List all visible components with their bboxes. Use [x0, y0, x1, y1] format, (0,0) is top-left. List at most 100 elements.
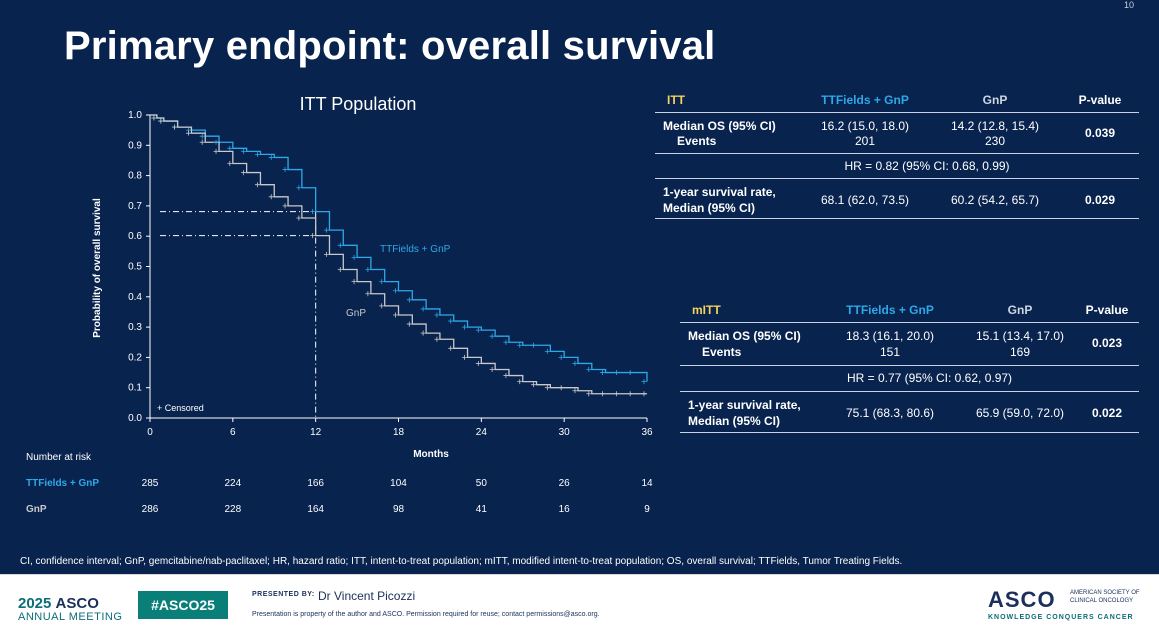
censor-mark: [185, 130, 191, 136]
censor-mark: [351, 254, 357, 260]
y-tick-label: 0.8: [128, 171, 142, 182]
censor-mark: [310, 209, 316, 215]
censor-mark: [462, 324, 468, 330]
censor-mark: [282, 167, 288, 173]
censor-mark: [296, 215, 302, 221]
x-tick-label: 30: [559, 427, 571, 438]
censor-mark: [254, 182, 260, 188]
censored-legend: + Censored: [157, 403, 204, 413]
censor-mark: [296, 185, 302, 191]
risk-value: 26: [559, 478, 571, 489]
meeting-year: 2025: [18, 595, 52, 612]
censor-mark: [213, 148, 219, 154]
censor-mark: [600, 370, 606, 376]
censor-mark: [420, 330, 426, 336]
itt-row1-pvalue: 0.039: [1084, 126, 1116, 140]
mitt-row1-gnp-events: 169: [1009, 345, 1031, 359]
risk-value: 41: [476, 504, 488, 515]
mitt-row1-label2: Events: [702, 345, 742, 359]
mitt-divider: [680, 322, 1139, 323]
itt-divider: [655, 153, 1139, 154]
mitt-row1-gnp-os: 15.1 (13.4, 17.0): [975, 329, 1065, 343]
censor-mark: [254, 151, 260, 157]
censor-mark: [227, 145, 233, 151]
censor-mark: [434, 336, 440, 342]
risk-value: 9: [644, 504, 650, 515]
y-tick-label: 1.0: [128, 110, 142, 121]
y-tick-label: 0.0: [128, 413, 142, 424]
risk-value: 286: [142, 504, 159, 515]
censor-mark: [613, 391, 619, 397]
y-tick-label: 0.1: [128, 383, 142, 394]
censor-mark: [517, 379, 523, 385]
meeting-asco: ASCO: [55, 595, 99, 612]
censor-mark: [351, 279, 357, 285]
censor-mark: [379, 303, 385, 309]
itt-divider: [655, 112, 1139, 113]
itt-row1-gnp-events: 230: [984, 134, 1006, 148]
hashtag-badge: #ASCO25: [138, 591, 228, 619]
risk-value: 98: [393, 504, 405, 515]
censor-mark: [572, 360, 578, 366]
meeting-year-logo: 2025 ASCO: [18, 595, 99, 612]
censor-mark: [572, 388, 578, 394]
censor-mark: [544, 348, 550, 354]
footnote: CI, confidence interval; GnP, gemcitabin…: [20, 556, 903, 567]
y-axis-label: Probability of overall survival: [92, 198, 103, 338]
censor-mark: [158, 118, 164, 124]
censor-mark: [475, 327, 481, 333]
y-tick-label: 0.3: [128, 322, 142, 333]
risk-value: 166: [307, 478, 324, 489]
y-tick-label: 0.6: [128, 231, 142, 242]
censor-mark: [393, 288, 398, 294]
censor-mark: [365, 267, 371, 273]
mitt-divider: [680, 432, 1139, 433]
mitt-row1-pvalue: 0.023: [1091, 336, 1123, 350]
itt-row1-label2: Events: [677, 134, 717, 148]
mitt-row1-label1: Median OS (95% CI): [688, 329, 801, 343]
itt-divider: [655, 218, 1139, 219]
presenter-name: Dr Vincent Picozzi: [318, 589, 416, 603]
risk-value: 228: [224, 504, 241, 515]
mitt-row3-gnp: 65.9 (59.0, 72.0): [975, 406, 1065, 420]
chart-title: ITT Population: [300, 94, 417, 114]
censor-mark: [379, 279, 385, 285]
series-label-ttfields: TTFields + GnP: [380, 244, 451, 255]
itt-header-pvalue: P-value: [1078, 93, 1122, 107]
censor-mark: [172, 124, 178, 130]
risk-value: 16: [559, 504, 571, 515]
censor-mark: [268, 154, 274, 160]
slide-number: 10: [1124, 0, 1135, 10]
risk-row-label-gnp: GnP: [26, 504, 47, 515]
censor-mark: [337, 267, 343, 273]
censor-mark: [434, 312, 440, 318]
asco-tagline: KNOWLEDGE CONQUERS CANCER: [988, 614, 1134, 621]
y-tick-label: 0.5: [128, 262, 142, 273]
censor-mark: [448, 345, 454, 351]
itt-row1-gnp-os: 14.2 (12.8, 15.4): [950, 119, 1040, 133]
mitt-divider: [680, 391, 1139, 392]
itt-row3-gnp: 60.2 (54.2, 65.7): [950, 193, 1040, 207]
censor-mark: [420, 306, 426, 312]
mitt-row3-pvalue: 0.022: [1091, 406, 1123, 420]
censor-mark: [531, 382, 537, 388]
risk-table-title: Number at risk: [26, 452, 92, 463]
risk-value: 14: [641, 478, 653, 489]
censor-mark: [544, 385, 550, 391]
risk-value: 164: [307, 504, 324, 515]
censor-mark: [323, 227, 329, 233]
censor-mark: [627, 391, 633, 397]
censor-mark: [517, 342, 523, 348]
censor-mark: [600, 391, 606, 397]
slide: 10 Primary endpoint: overall survival IT…: [0, 0, 1159, 574]
censor-mark: [365, 291, 371, 297]
censor-mark: [613, 370, 619, 376]
society-name: AMERICAN SOCIETY OF CLINICAL ONCOLOGY: [1070, 590, 1140, 604]
presented-by-label: PRESENTED BY:: [252, 591, 315, 598]
mitt-row1-ttf-os: 18.3 (16.1, 20.0): [845, 329, 935, 343]
mitt-table: mITT TTFields + GnP GnP P-value Median O…: [680, 298, 1139, 434]
censor-mark: [586, 391, 592, 397]
censor-mark: [558, 385, 564, 391]
asco-logo: ASCO: [988, 587, 1056, 612]
itt-header-label: ITT: [667, 93, 685, 107]
